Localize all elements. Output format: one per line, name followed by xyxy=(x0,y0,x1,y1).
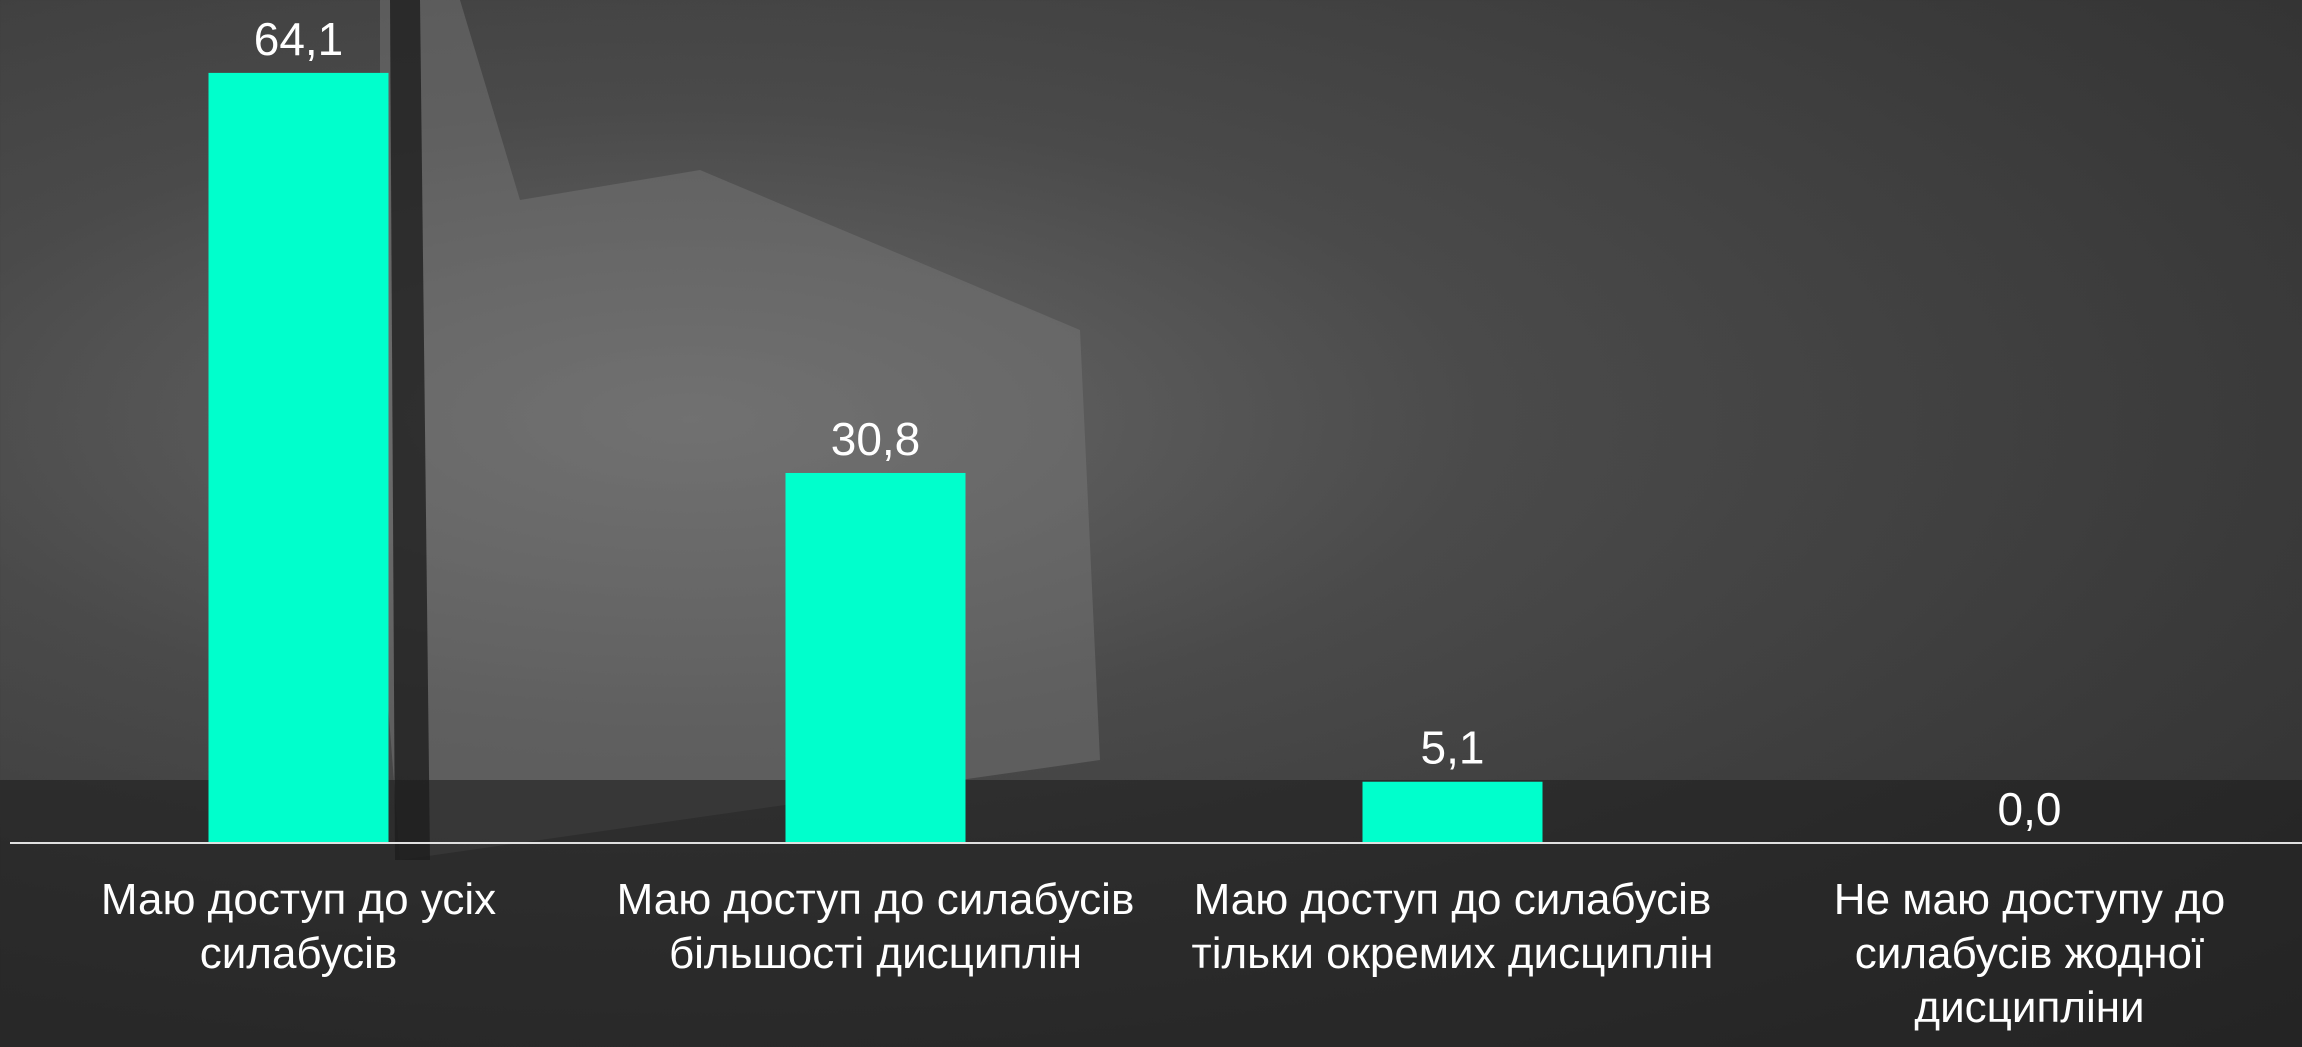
bar xyxy=(1362,781,1543,843)
x-tick-label: Маю доступ до усіх силабусів xyxy=(100,875,497,978)
value-label: 30,8 xyxy=(831,413,921,465)
x-tick-label: Маю доступ до силабусів тільки окремих д… xyxy=(1191,875,1714,978)
value-label: 64,1 xyxy=(254,13,344,65)
x-tick-label: Не маю доступу до силабусів жодної дисци… xyxy=(1833,875,2226,1032)
value-label: 0,0 xyxy=(1998,783,2062,835)
bar xyxy=(208,72,389,844)
value-label: 5,1 xyxy=(1421,722,1485,774)
bar xyxy=(785,472,966,843)
x-tick-label: Маю доступ до силабусів більшості дисцип… xyxy=(616,875,1135,978)
